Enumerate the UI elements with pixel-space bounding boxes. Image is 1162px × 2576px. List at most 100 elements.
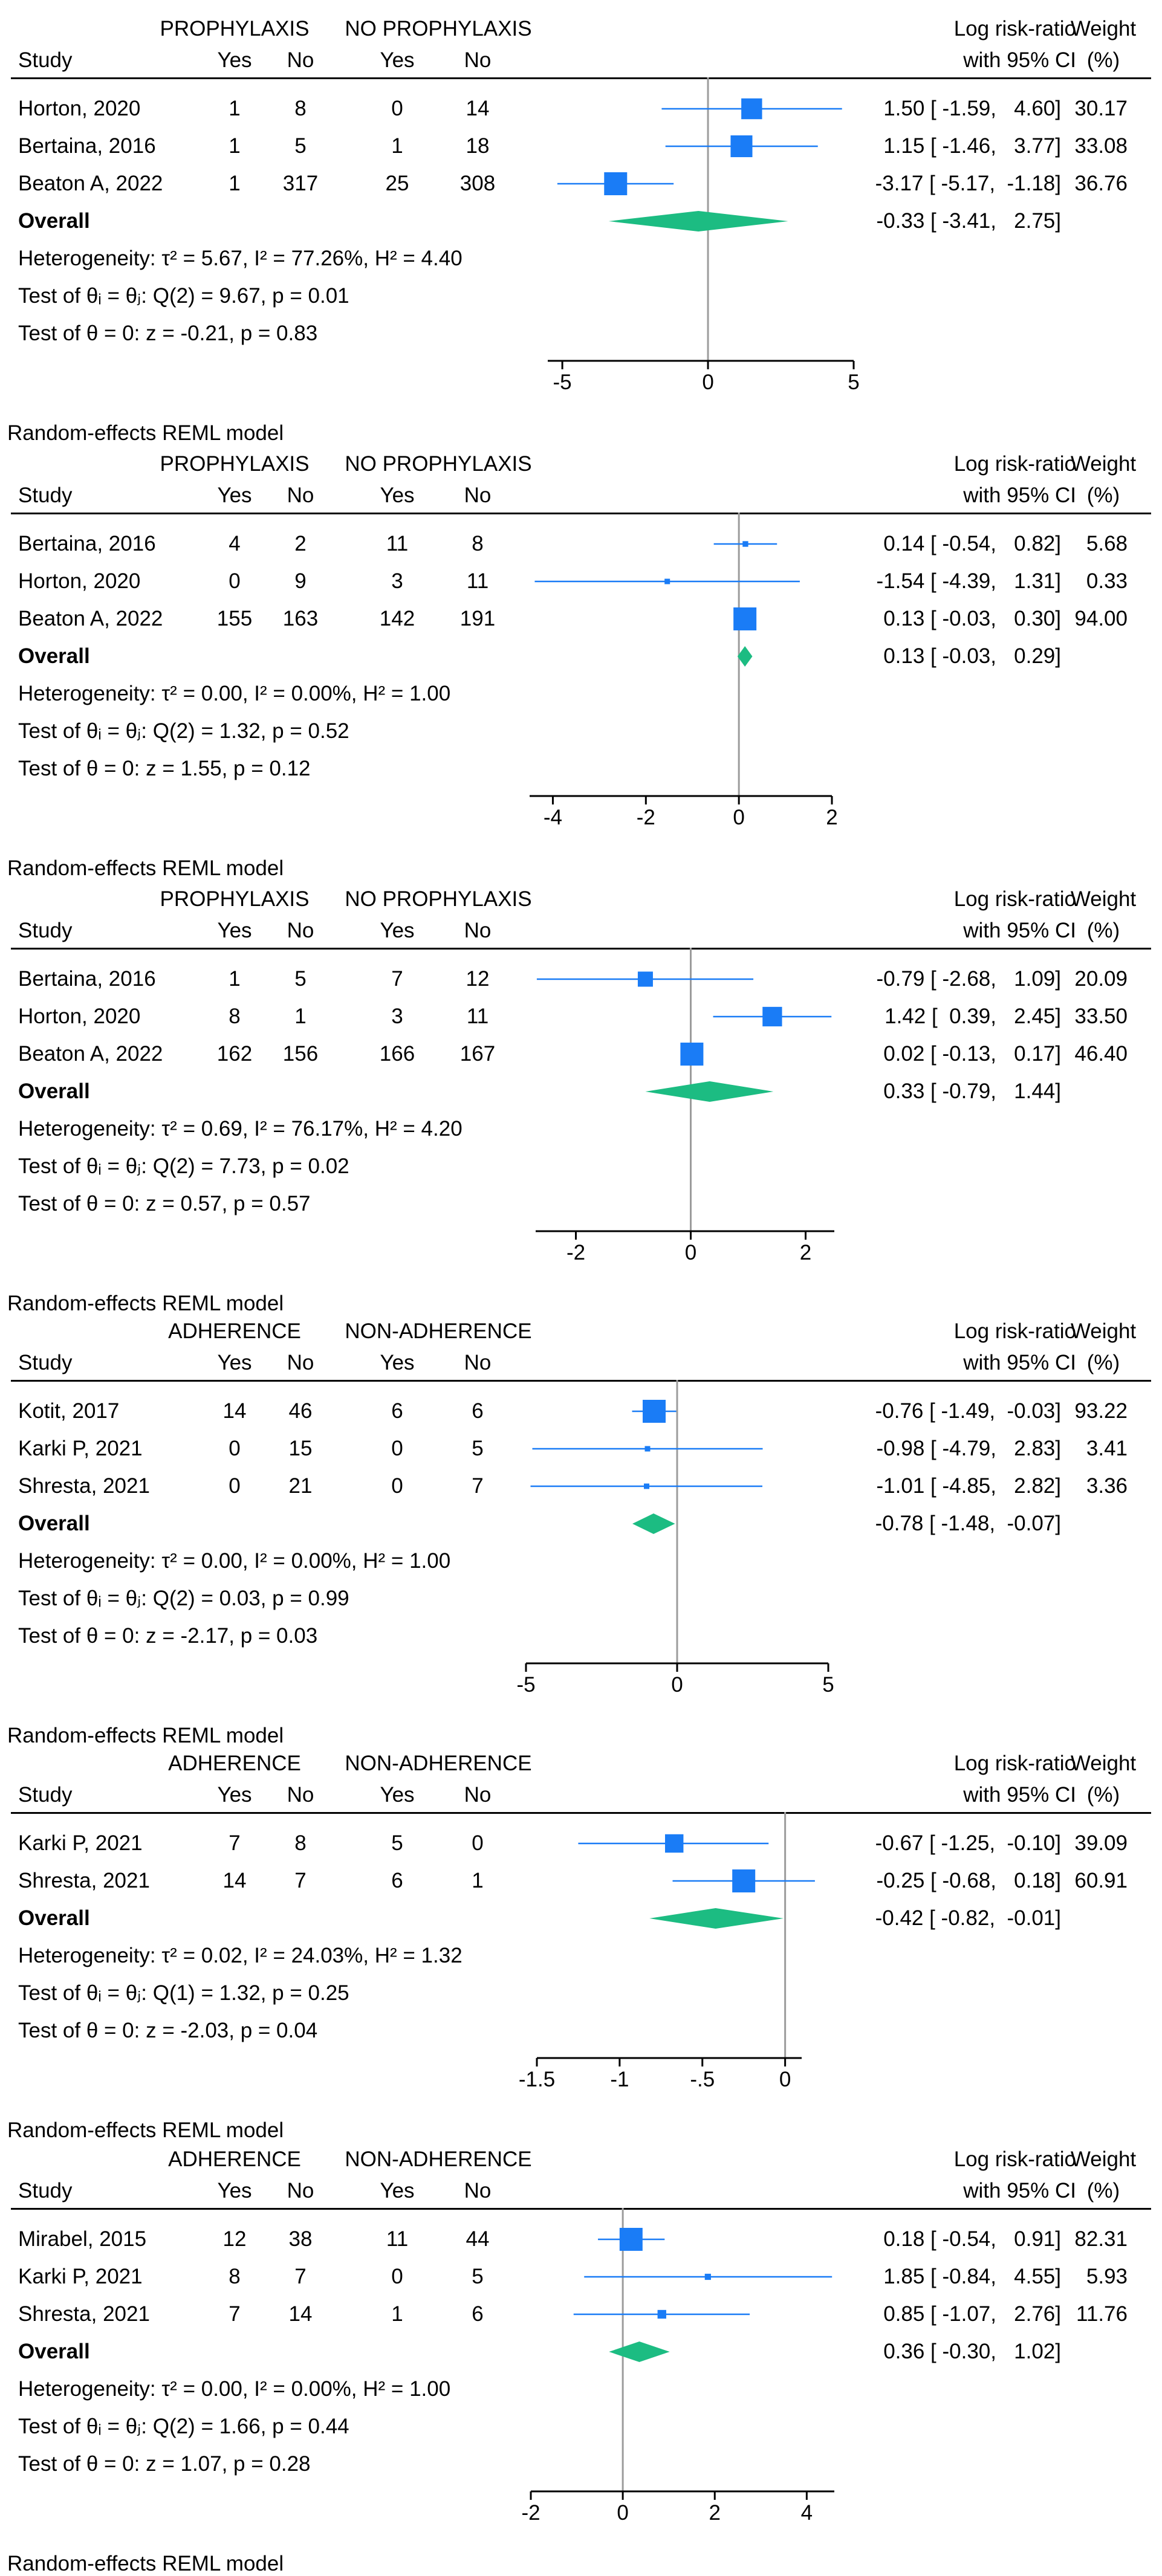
weight-header-line1: Weight	[1070, 1319, 1137, 1343]
group2-no-header: No	[464, 1783, 492, 1807]
study-ci-text: -1.54 [ -4.39, 1.31]	[876, 569, 1061, 593]
study-effect-marker	[643, 1400, 666, 1423]
group2-yes-count: 3	[391, 569, 403, 593]
group1-yes-header: Yes	[217, 919, 252, 942]
group2-no-count: 44	[466, 2227, 490, 2251]
study-weight: 36.76	[1074, 172, 1128, 195]
group2-header: NO PROPHYLAXIS	[345, 17, 532, 40]
test-theta-0-text: Test of θ = 0: z = -0.21, p = 0.83	[18, 322, 318, 345]
study-ci-text: -3.17 [ -5.17, -1.18]	[875, 172, 1061, 195]
group2-yes-count: 0	[391, 1474, 403, 1498]
header-rule	[11, 948, 1151, 950]
group1-header: ADHERENCE	[168, 2147, 301, 2171]
header-rule	[11, 1812, 1151, 1814]
study-effect-marker	[742, 541, 748, 547]
test-theta-i-text: Test of θᵢ = θⱼ: Q(2) = 7.73, p = 0.02	[18, 1154, 349, 1178]
x-tick-label: 0	[671, 1673, 683, 1697]
group1-no-header: No	[287, 919, 314, 942]
group2-no-count: 0	[472, 1831, 484, 1855]
study-ci-text: 1.50 [ -1.59, 4.60]	[883, 97, 1061, 120]
study-ci-text: 1.15 [ -1.46, 3.77]	[883, 134, 1061, 158]
overall-label: Overall	[18, 209, 90, 233]
study-effect-marker	[664, 578, 670, 584]
test-theta-i-text: Test of θᵢ = θⱼ: Q(1) = 1.32, p = 0.25	[18, 1981, 349, 2005]
test-theta-0-text: Test of θ = 0: z = 1.55, p = 0.12	[18, 757, 311, 780]
group2-no-count: 14	[466, 97, 490, 120]
group1-no-count: 8	[294, 97, 307, 120]
x-tick-label: 5	[822, 1673, 834, 1697]
group2-yes-count: 0	[391, 1437, 403, 1460]
study-ci-text: 1.85 [ -0.84, 4.55]	[883, 2265, 1061, 2288]
x-tick-label: 2	[826, 806, 838, 829]
study-header: Study	[18, 484, 73, 507]
group1-yes-count: 1	[229, 134, 241, 158]
effect-header-line2: with 95% CI	[963, 919, 1076, 942]
group2-header: NON-ADHERENCE	[345, 1319, 532, 1343]
forest-plot-svg	[525, 1380, 829, 1672]
group2-yes-header: Yes	[380, 484, 415, 507]
forest-panel-2: PROPHYLAXIS NO PROPHYLAXIS Log risk-ratio w…	[0, 435, 1162, 880]
effect-header-line1: Log risk-ratio	[953, 2147, 1076, 2171]
forest-plot-svg	[530, 513, 833, 804]
study-name: Horton, 2020	[18, 97, 141, 120]
group1-no-header: No	[287, 48, 314, 72]
study-weight: 46.40	[1074, 1042, 1128, 1066]
group2-no-header: No	[464, 1351, 492, 1374]
effect-header-line1: Log risk-ratio	[953, 1319, 1076, 1343]
study-header: Study	[18, 1783, 73, 1807]
group2-yes-header: Yes	[380, 919, 415, 942]
group1-no-count: 38	[288, 2227, 313, 2251]
study-effect-marker	[704, 2273, 711, 2280]
study-ci-text: 0.13 [ -0.03, 0.30]	[883, 607, 1061, 630]
overall-label: Overall	[18, 1512, 90, 1535]
test-theta-i-text: Test of θᵢ = θⱼ: Q(2) = 1.66, p = 0.44	[18, 2415, 349, 2438]
study-weight: 82.31	[1074, 2227, 1128, 2251]
study-weight: 20.09	[1074, 967, 1128, 991]
group2-no-count: 167	[459, 1042, 496, 1066]
forest-plot-svg	[536, 1812, 815, 2066]
forest-plot-svg	[530, 2208, 834, 2500]
model-caption: Random-effects REML model	[7, 421, 284, 445]
effect-header-line1: Log risk-ratio	[953, 887, 1076, 911]
weight-header-line2: (%)	[1086, 919, 1120, 942]
group1-yes-header: Yes	[217, 48, 252, 72]
overall-label: Overall	[18, 1079, 90, 1103]
heterogeneity-text: Heterogeneity: τ² = 0.00, I² = 0.00%, H²…	[18, 682, 451, 705]
overall-ci-text: 0.33 [ -0.79, 1.44]	[883, 1079, 1061, 1103]
x-tick-label: 4	[800, 2501, 813, 2525]
group1-no-count: 8	[294, 1831, 307, 1855]
study-weight: 93.22	[1074, 1399, 1128, 1423]
model-caption: Random-effects REML model	[7, 1724, 284, 1747]
x-tick-label: -.5	[690, 2068, 715, 2091]
group1-yes-header: Yes	[217, 1783, 252, 1807]
study-ci-text: 0.02 [ -0.13, 0.17]	[883, 1042, 1061, 1066]
test-theta-0-text: Test of θ = 0: z = -2.03, p = 0.04	[18, 2019, 318, 2042]
overall-ci-text: -0.78 [ -1.48, -0.07]	[875, 1512, 1061, 1535]
overall-diamond	[737, 646, 753, 667]
group1-yes-count: 8	[229, 1005, 241, 1028]
group1-yes-count: 14	[222, 1869, 247, 1892]
study-weight: 30.17	[1074, 97, 1128, 120]
group2-yes-count: 5	[391, 1831, 403, 1855]
test-theta-i-text: Test of θᵢ = θⱼ: Q(2) = 0.03, p = 0.99	[18, 1587, 349, 1610]
group1-yes-header: Yes	[217, 2179, 252, 2202]
group2-no-count: 8	[472, 532, 484, 555]
group1-no-count: 21	[288, 1474, 313, 1498]
group2-no-header: No	[464, 48, 492, 72]
weight-header-line2: (%)	[1086, 484, 1120, 507]
study-name: Beaton A, 2022	[18, 607, 163, 630]
group1-no-count: 7	[294, 1869, 307, 1892]
study-weight: 60.91	[1074, 1869, 1128, 1892]
group2-yes-count: 11	[386, 532, 409, 555]
weight-header-line2: (%)	[1086, 48, 1120, 72]
study-effect-marker	[644, 1446, 651, 1452]
group1-yes-count: 14	[222, 1399, 247, 1423]
group2-yes-count: 25	[385, 172, 409, 195]
effect-header-line2: with 95% CI	[963, 1783, 1076, 1807]
group1-yes-count: 1	[229, 172, 241, 195]
forest-panel-4: ADHERENCE NON-ADHERENCE Log risk-ratio with…	[0, 1303, 1162, 1747]
study-ci-text: 0.14 [ -0.54, 0.82]	[883, 532, 1061, 555]
group1-no-header: No	[287, 484, 314, 507]
group2-yes-count: 3	[391, 1005, 403, 1028]
overall-diamond	[632, 1513, 675, 1534]
